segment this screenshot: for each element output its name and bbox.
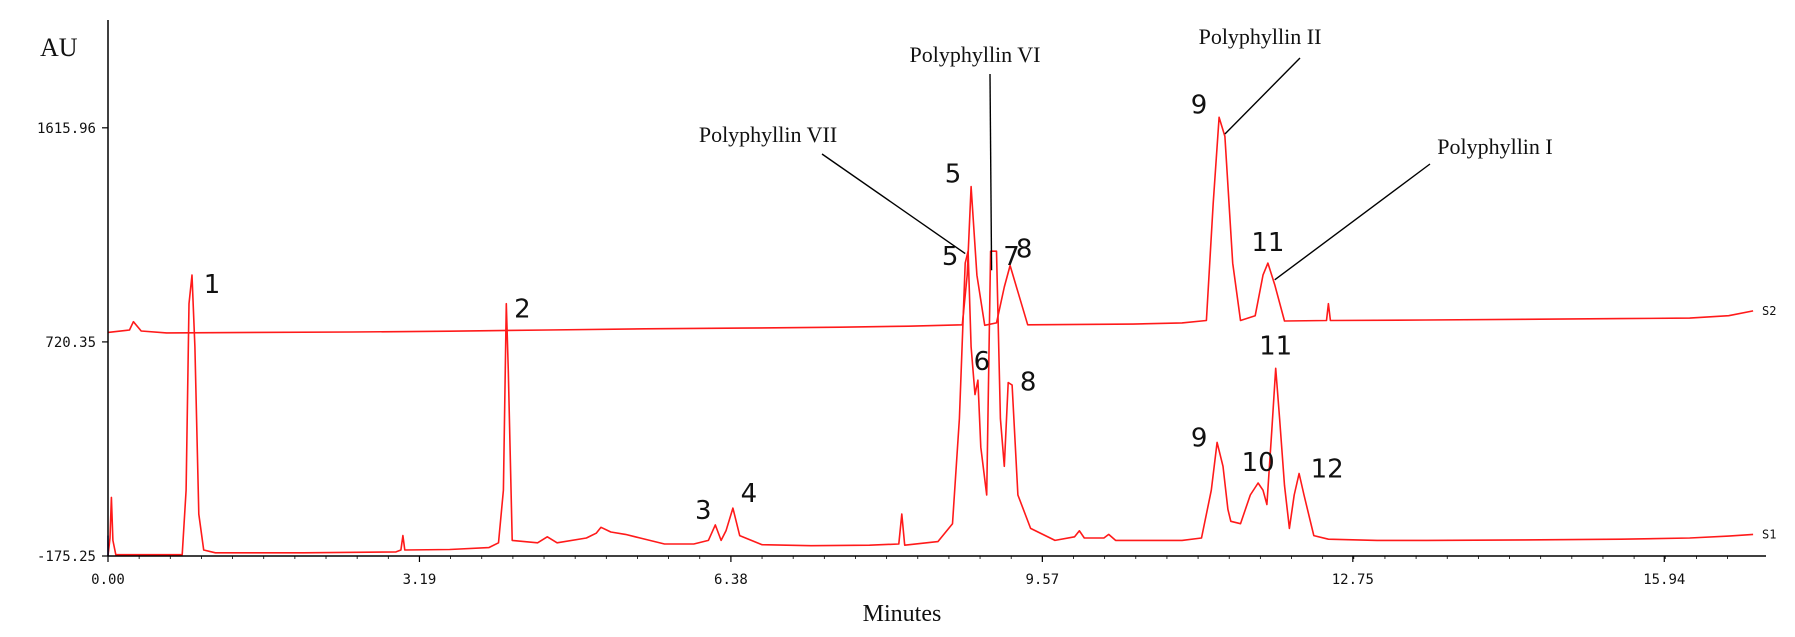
x-tick-label: 3.19 bbox=[403, 572, 437, 588]
x-tick-label: 12.75 bbox=[1332, 572, 1374, 588]
peak-label: 8 bbox=[1016, 234, 1033, 264]
y-tick-label: -175.25 bbox=[37, 549, 96, 565]
y-axis-title: AU bbox=[40, 33, 78, 62]
peak-label: 1 bbox=[204, 270, 221, 300]
compound-annotation: Polyphyllin II bbox=[1199, 24, 1322, 49]
compound-annotation: Polyphyllin I bbox=[1437, 134, 1553, 159]
peak-label: 10 bbox=[1242, 448, 1275, 478]
peak-label: 11 bbox=[1259, 331, 1292, 361]
compound-annotation: Polyphyllin VII bbox=[699, 122, 837, 147]
axes-layer bbox=[107, 20, 1766, 557]
annotation-leader-line bbox=[821, 153, 966, 255]
trace-label-s2: S2 bbox=[1762, 304, 1776, 318]
annotation-leader-line bbox=[1274, 163, 1431, 281]
annotations-layer: Polyphyllin VII Polyphyllin VI Polyphyllin… bbox=[699, 24, 1553, 281]
x-tick-label: 9.57 bbox=[1025, 572, 1059, 588]
ticks-layer: 0.00 3.19 6.38 9.57 12.75 15.94 1615.96 720.35 -… bbox=[37, 121, 1728, 588]
peak-label: 7 bbox=[1003, 242, 1020, 272]
peak-label: 3 bbox=[695, 496, 712, 526]
trace-s1 bbox=[107, 250, 1754, 556]
peak-label: 8 bbox=[1020, 368, 1037, 398]
x-tick-label: 0.00 bbox=[91, 572, 125, 588]
peak-label: 6 bbox=[974, 347, 991, 377]
peak-label: 11 bbox=[1251, 228, 1284, 258]
y-tick-label: 1615.96 bbox=[37, 121, 96, 137]
peak-label: 9 bbox=[1191, 423, 1208, 453]
compound-annotation: Polyphyllin VI bbox=[909, 42, 1040, 67]
x-axis-title: Minutes bbox=[863, 601, 942, 627]
x-tick-label: 6.38 bbox=[714, 572, 748, 588]
peak-label: 5 bbox=[942, 242, 959, 272]
peak-label: 4 bbox=[741, 479, 758, 509]
annotation-leader-line bbox=[1224, 57, 1301, 135]
peak-label: 9 bbox=[1191, 90, 1208, 120]
trace-label-s1: S1 bbox=[1762, 527, 1776, 541]
peak-label: 5 bbox=[945, 160, 962, 190]
traces-layer: S2 S1 bbox=[107, 116, 1776, 556]
peak-label: 2 bbox=[514, 295, 531, 325]
y-tick-label: 720.35 bbox=[45, 335, 96, 351]
x-tick-label: 15.94 bbox=[1643, 572, 1685, 588]
annotation-leader-line bbox=[989, 73, 993, 271]
trace-s2 bbox=[107, 116, 1754, 334]
peak-label: 12 bbox=[1311, 454, 1344, 484]
